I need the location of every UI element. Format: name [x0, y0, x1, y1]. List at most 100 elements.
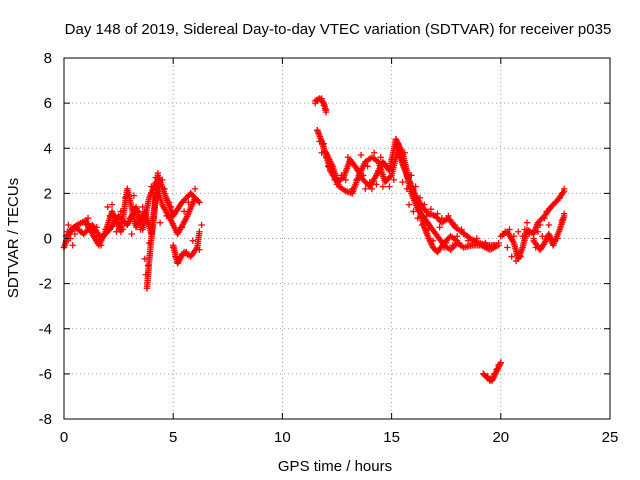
y-tick-label: 2	[44, 185, 52, 202]
data-point	[469, 239, 476, 247]
data-point	[178, 224, 186, 231]
data-point	[314, 97, 321, 105]
data-point	[387, 173, 394, 180]
data-point	[191, 185, 199, 193]
data-point	[318, 95, 325, 102]
data-point	[78, 228, 85, 235]
data-point	[97, 242, 105, 249]
data-point	[180, 208, 188, 215]
data-point	[69, 242, 76, 249]
data-point	[512, 257, 520, 265]
data-point	[550, 242, 557, 249]
data-point	[397, 154, 404, 161]
data-point	[87, 226, 94, 233]
data-point	[425, 226, 432, 233]
data-point	[388, 156, 395, 163]
data-point	[161, 185, 168, 193]
data-point	[532, 244, 539, 251]
data-point	[124, 185, 131, 193]
data-point	[141, 217, 149, 224]
data-point	[189, 237, 197, 244]
data-point	[545, 221, 553, 229]
data-point	[104, 203, 111, 211]
data-point	[480, 370, 487, 378]
data-point	[440, 244, 448, 251]
data-point	[115, 219, 122, 226]
data-point	[167, 203, 175, 211]
data-point	[412, 183, 419, 190]
data-point	[436, 224, 443, 231]
data-point	[196, 246, 203, 253]
data-point	[117, 208, 124, 215]
data-point	[121, 194, 129, 202]
data-point	[427, 205, 435, 213]
data-point	[355, 167, 363, 175]
y-tick-label: -6	[39, 366, 52, 383]
data-point	[142, 271, 150, 278]
data-point	[71, 230, 79, 238]
data-point	[379, 183, 387, 190]
data-point	[368, 185, 376, 193]
data-point	[194, 196, 201, 204]
data-point	[465, 234, 472, 241]
data-point	[491, 242, 498, 249]
data-point	[375, 167, 382, 175]
data-point	[399, 178, 406, 186]
data-point	[141, 255, 149, 263]
data-point	[486, 244, 494, 251]
data-point	[373, 181, 380, 188]
data-point	[143, 284, 151, 292]
data-point	[421, 201, 428, 208]
data-point	[556, 194, 563, 202]
data-point	[451, 221, 459, 229]
y-tick-label: -8	[39, 411, 52, 428]
data-point	[370, 149, 378, 156]
data-point	[449, 242, 456, 249]
data-point	[102, 226, 109, 233]
data-point	[159, 176, 166, 184]
data-point	[560, 210, 568, 217]
data-point	[384, 163, 391, 170]
data-point	[327, 167, 334, 175]
data-point	[414, 214, 422, 222]
data-point	[183, 248, 190, 256]
data-point	[493, 366, 500, 373]
y-tick-label: 4	[44, 140, 52, 157]
data-point	[390, 176, 397, 184]
data-point	[495, 239, 502, 247]
data-point	[536, 221, 544, 229]
data-point	[464, 237, 472, 244]
data-point	[318, 149, 325, 156]
data-point	[316, 138, 323, 145]
y-tick-label: -2	[39, 276, 52, 293]
data-point	[342, 176, 349, 184]
data-point	[100, 233, 107, 240]
data-point	[491, 370, 498, 378]
y-axis-label: SDTVAR / TECUs	[5, 178, 22, 298]
data-point	[198, 221, 205, 229]
data-point	[445, 212, 452, 220]
data-point	[156, 219, 164, 226]
x-tick-label: 10	[274, 429, 291, 446]
data-point	[152, 174, 159, 181]
data-point	[523, 219, 531, 226]
data-point	[338, 172, 345, 179]
data-point	[111, 217, 118, 224]
data-point	[128, 230, 135, 238]
data-point	[165, 199, 173, 206]
x-tick-label: 15	[383, 429, 400, 446]
x-tick-label: 0	[60, 429, 68, 446]
data-point	[93, 224, 100, 231]
data-point	[554, 235, 561, 242]
data-point	[501, 228, 509, 235]
data-point	[333, 181, 341, 188]
data-point	[362, 185, 369, 193]
data-point	[484, 372, 491, 380]
data-point	[416, 194, 424, 202]
data-point	[456, 239, 463, 247]
x-tick-label: 20	[492, 429, 509, 446]
data-point	[473, 235, 480, 242]
data-point	[130, 192, 138, 199]
data-point	[401, 149, 408, 156]
